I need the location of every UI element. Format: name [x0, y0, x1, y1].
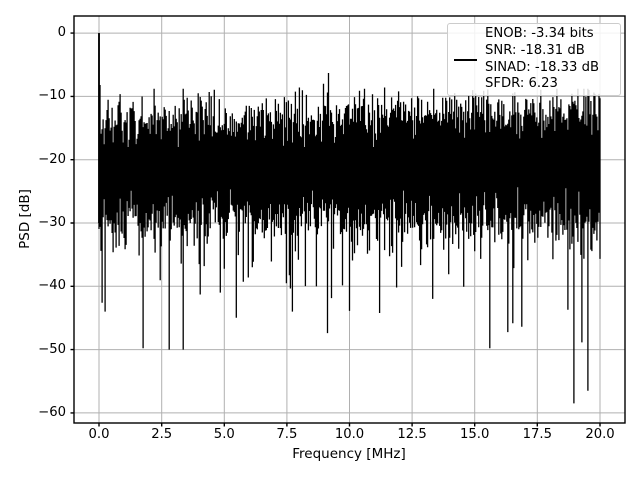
- tick-marks: [70, 32, 601, 427]
- legend-text: ENOB: -3.34 bits SNR: -18.31 dB SINAD: -…: [485, 26, 599, 93]
- y-tick-label: −60: [38, 404, 66, 420]
- y-tick-label: −50: [38, 341, 66, 357]
- legend: ENOB: -3.34 bits SNR: -18.31 dB SINAD: -…: [447, 23, 621, 96]
- y-tick-label: −20: [38, 151, 66, 167]
- legend-line-snr: SNR: -18.31 dB: [485, 42, 585, 58]
- x-tick-label: 7.5: [276, 427, 298, 442]
- x-tick-label: 17.5: [522, 427, 552, 442]
- y-tick-label: −40: [38, 278, 66, 294]
- x-tick-label: 10.0: [334, 427, 365, 442]
- x-axis-label: Frequency [MHz]: [292, 446, 406, 462]
- y-axis-label: PSD [dB]: [17, 189, 33, 249]
- legend-line-enob: ENOB: -3.34 bits: [485, 25, 594, 41]
- legend-line-sinad: SINAD: -18.33 dB: [485, 59, 600, 75]
- y-tick-label: 0: [57, 25, 66, 41]
- x-tick-label: 20.0: [585, 427, 615, 442]
- x-tick-label: 0.0: [88, 427, 110, 442]
- legend-line-sfdr: SFDR: 6.23: [485, 76, 558, 92]
- y-tick-label: −30: [38, 215, 66, 230]
- x-tick-label: 12.5: [397, 427, 427, 442]
- legend-line-sample: [454, 58, 477, 61]
- x-tick-label: 15.0: [460, 427, 490, 442]
- y-tick-label: −10: [38, 88, 66, 104]
- x-tick-label: 5.0: [213, 427, 235, 442]
- x-tick-label: 2.5: [151, 427, 173, 442]
